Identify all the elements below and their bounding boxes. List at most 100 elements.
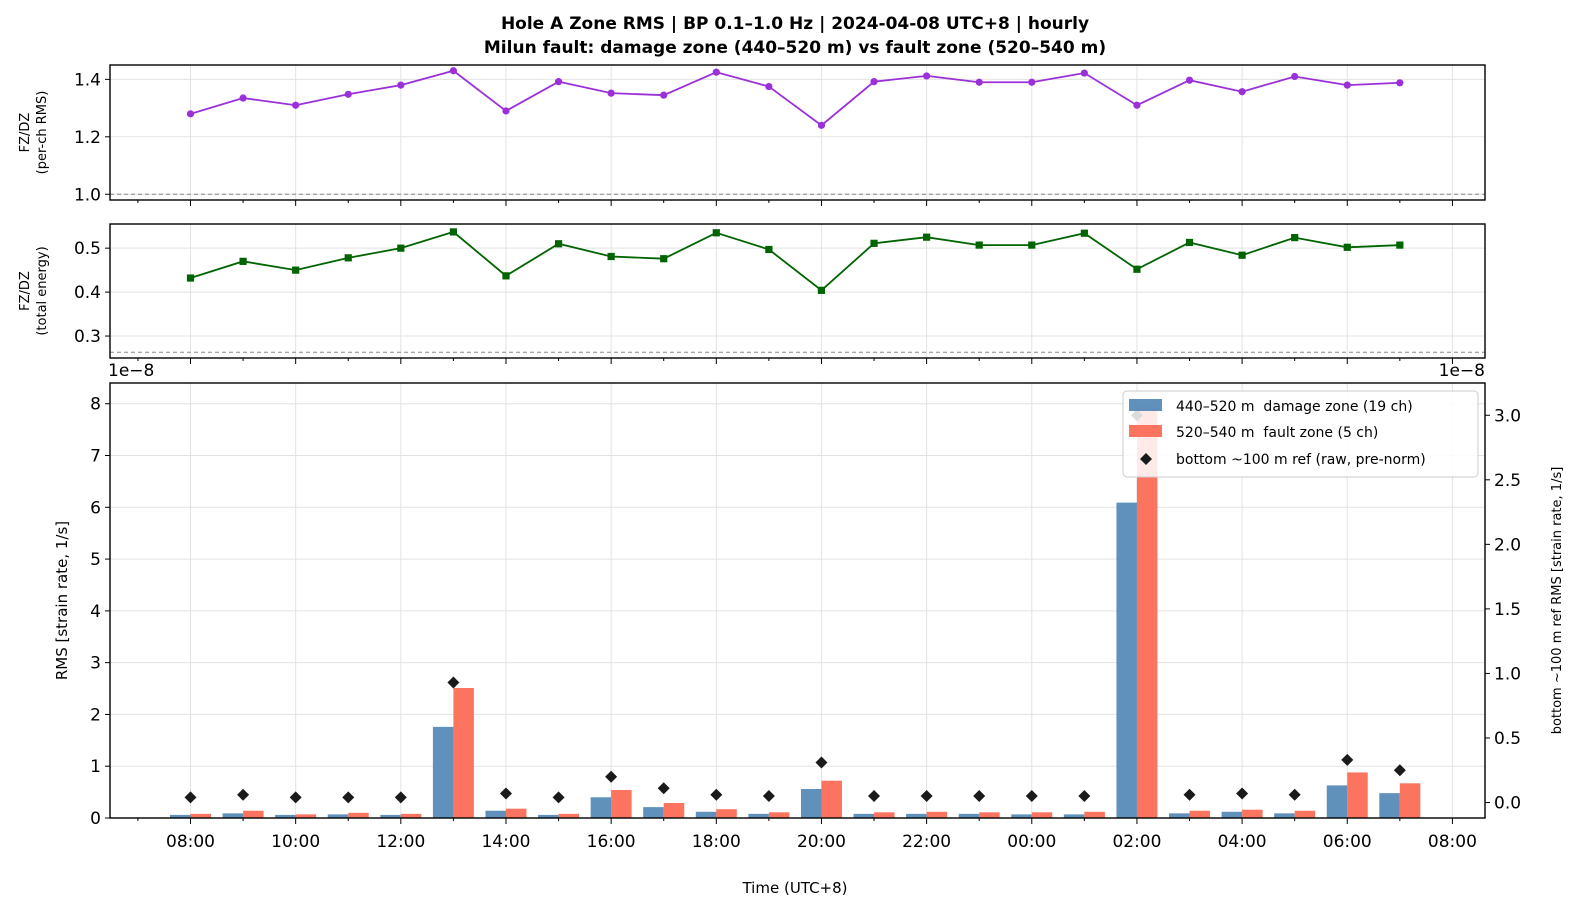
reference-diamond — [1025, 790, 1038, 803]
damage-zone-bar — [170, 814, 191, 818]
fault-zone-bar — [1242, 809, 1263, 818]
y-tick-label: 7 — [90, 447, 101, 467]
data-point — [554, 240, 563, 248]
panel-frame — [109, 223, 1486, 359]
reference-diamond — [1341, 753, 1354, 766]
y-axis-label: FZ/DZ — [18, 113, 33, 153]
reference-diamond — [973, 790, 986, 803]
fault-zone-bar — [348, 812, 369, 818]
damage-zone-bar — [590, 797, 612, 818]
legend-swatch-reference — [1140, 453, 1152, 465]
data-point — [712, 229, 720, 237]
y-tick-label-right: 1.0 — [1494, 664, 1521, 684]
reference-diamond — [1078, 790, 1091, 803]
damage-zone-bar — [1221, 811, 1243, 818]
reference-diamond — [920, 790, 933, 803]
data-point — [817, 286, 826, 294]
data-point — [975, 78, 983, 86]
data-point — [870, 78, 878, 86]
data-point — [1396, 79, 1404, 87]
reference-diamond — [184, 791, 197, 804]
damage-zone-bar — [1116, 502, 1137, 818]
fault-zone-bar — [453, 688, 474, 818]
data-point — [344, 254, 352, 262]
y-tick-label: 1.0 — [74, 185, 101, 205]
data-point — [765, 82, 773, 91]
reference-diamond — [1183, 788, 1196, 801]
damage-zone-bar — [1011, 814, 1032, 818]
x-tick-label: 02:00 — [1112, 832, 1161, 852]
panel-frame — [109, 382, 1486, 819]
fault-zone-bar — [1347, 772, 1368, 818]
x-tick-label: 04:00 — [1218, 832, 1267, 852]
data-point — [607, 252, 615, 261]
y-tick-label-right: 3.0 — [1494, 406, 1521, 426]
legend-swatch-damage-zone — [1129, 399, 1162, 411]
data-point — [239, 94, 247, 102]
offset-text-left: 1e−8 — [108, 361, 154, 381]
reference-diamond — [657, 782, 670, 795]
data-point — [817, 121, 826, 129]
x-axis-label: Time (UTC+8) — [741, 879, 847, 897]
fault-zone-bar — [1294, 810, 1316, 818]
damage-zone-bar — [538, 814, 559, 818]
data-point — [660, 91, 668, 99]
reference-diamond — [710, 788, 723, 801]
x-tick-label: 16:00 — [587, 832, 636, 852]
damage-zone-bar — [1169, 813, 1190, 818]
reference-diamond — [342, 791, 355, 804]
damage-zone-bar — [748, 813, 769, 818]
data-point — [765, 245, 773, 254]
chart-title-line2: Milun fault: damage zone (440–520 m) vs … — [484, 38, 1106, 58]
data-point — [292, 266, 300, 274]
ratio-series-line — [190, 69, 1400, 127]
data-point — [292, 101, 300, 109]
y-axis-label: RMS [strain rate, 1/s] — [53, 521, 71, 680]
data-point — [1185, 238, 1194, 247]
data-point — [1396, 241, 1404, 249]
fault-zone-bar — [663, 802, 685, 818]
data-point — [1133, 101, 1141, 109]
reference-diamond — [1393, 764, 1406, 777]
data-point — [1080, 229, 1088, 237]
fault-zone-bar — [716, 809, 737, 818]
fault-zone-bar — [1189, 810, 1211, 818]
y-tick-label: 1.4 — [74, 70, 101, 90]
y-tick-label-right: 0.5 — [1494, 729, 1521, 749]
data-point — [1291, 234, 1299, 242]
damage-zone-bar — [853, 813, 875, 818]
y-tick-label: 4 — [90, 602, 101, 622]
fault-zone-bar — [768, 812, 790, 818]
reference-diamond — [605, 770, 618, 783]
ratio-total-energy-panel: 0.3 0.4 0.5 FZ/DZ (total energy) — [18, 223, 1486, 364]
y-tick-label: 0.5 — [74, 239, 101, 259]
damage-zone-bar — [958, 813, 980, 818]
fault-zone-bar — [190, 813, 211, 818]
y-tick-label: 0.3 — [74, 327, 101, 347]
data-point — [554, 78, 563, 86]
damage-zone-bar — [485, 810, 506, 818]
y-tick-label: 6 — [90, 498, 101, 518]
legend-box — [1122, 390, 1479, 478]
reference-diamond — [1236, 787, 1249, 800]
y-tick-label: 1 — [90, 757, 101, 777]
data-point — [870, 239, 878, 247]
damage-zone-bar — [643, 807, 664, 818]
data-point — [344, 90, 352, 98]
ratio-per-channel-panel: 1.0 1.2 1.4 FZ/DZ (per-ch RMS) — [18, 64, 1486, 206]
fault-zone-bar — [505, 808, 527, 818]
damage-zone-bar — [1326, 785, 1348, 818]
fault-zone-bar — [400, 813, 422, 818]
data-point — [923, 233, 931, 241]
reference-diamond — [499, 787, 512, 800]
x-tick-label: 10:00 — [271, 832, 320, 852]
data-point — [397, 244, 405, 252]
data-point — [1343, 81, 1351, 89]
y-tick-label-right: 2.0 — [1494, 535, 1521, 555]
x-tick-label: 00:00 — [1007, 832, 1056, 852]
x-tick-label: 18:00 — [692, 832, 741, 852]
data-point — [1080, 69, 1088, 77]
y-tick-label: 1.2 — [74, 128, 101, 148]
data-point — [449, 67, 457, 75]
